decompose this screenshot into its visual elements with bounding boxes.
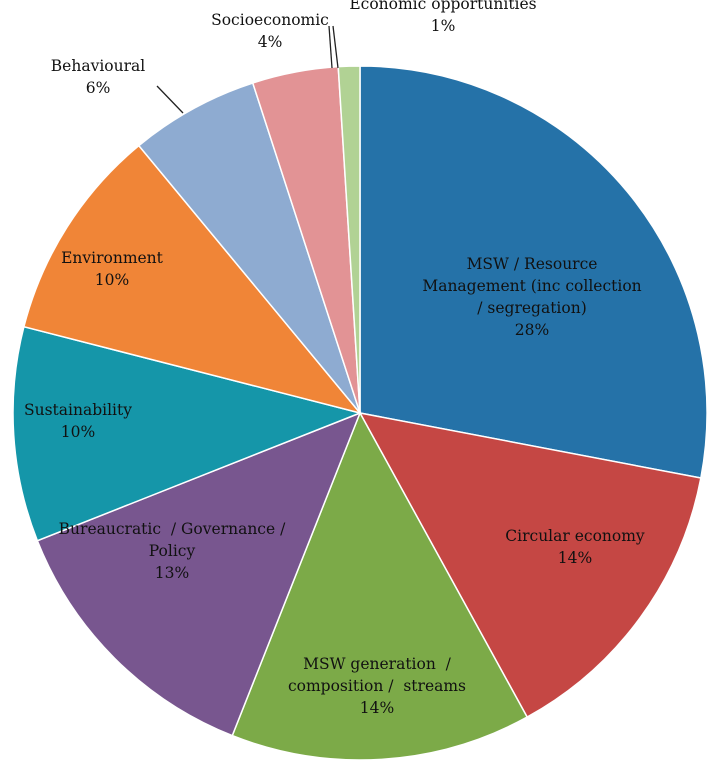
- pie-slice-circular-economy: [358, 411, 702, 719]
- pie-slice-sustainability: [12, 325, 363, 542]
- leader-line-economic-opportunities: [332, 25, 339, 69]
- pie-category-label: Sustainability: [24, 401, 132, 419]
- pie-category-label: composition / streams: [288, 677, 466, 695]
- pie-percent-label: 4%: [258, 33, 283, 51]
- pie-label-sustainability: Sustainability 10%: [24, 401, 132, 441]
- pie-slice-msw-resource-management-inc-collection-segregation: [359, 65, 708, 479]
- pie-category-label: MSW generation /: [303, 655, 452, 673]
- pie-slice-behavioural: [137, 82, 361, 414]
- pie-category-label: Socioeconomic: [211, 11, 329, 29]
- pie-percent-label: 10%: [61, 423, 95, 441]
- pie-label-socioeconomic: Socioeconomic 4%: [211, 11, 329, 51]
- pie-category-label: Policy: [149, 542, 196, 560]
- pie-category-label: MSW / Resource: [467, 255, 598, 273]
- pie-label-bureaucratic-governance-policy: Bureaucratic / Governance / Policy 13%: [59, 520, 286, 582]
- pie-slice-bureaucratic-governance-policy: [36, 411, 362, 737]
- pie-category-label: Management (inc collection: [422, 277, 641, 295]
- pie-label-circular-economy: Circular economy 14%: [505, 527, 645, 567]
- pie-percent-label: 28%: [515, 321, 549, 339]
- labels-layer: MSW / Resource Management (inc collection…: [24, 0, 645, 717]
- pie-percent-label: 14%: [360, 699, 394, 717]
- pie-percent-label: 13%: [155, 564, 189, 582]
- pie-category-label: Economic opportunities: [349, 0, 536, 13]
- pie-category-label: Circular economy: [505, 527, 645, 545]
- slices-layer: [12, 65, 708, 761]
- pie-category-label: Behavioural: [51, 57, 145, 75]
- pie-slice-msw-generation-composition-streams: [231, 411, 529, 761]
- pie-category-label: / segregation): [477, 299, 587, 317]
- pie-slice-environment: [22, 144, 363, 415]
- pie-label-msw-resource-management-inc-collection-segregation: MSW / Resource Management (inc collection…: [422, 255, 641, 339]
- leader-line-socioeconomic: [328, 25, 333, 69]
- leader-line-behavioural: [156, 85, 184, 114]
- pie-category-label: Environment: [61, 249, 164, 267]
- pie-label-behavioural: Behavioural 6%: [51, 57, 145, 97]
- pie-percent-label: 10%: [95, 271, 129, 289]
- pie-label-msw-generation-composition-streams: MSW generation / composition / streams 14%: [288, 655, 466, 717]
- pie-percent-label: 1%: [431, 17, 456, 35]
- pie-percent-label: 6%: [86, 79, 111, 97]
- pie-label-economic-opportunities: Economic opportunities 1%: [349, 0, 536, 35]
- leader-lines-layer: [156, 25, 339, 114]
- pie-percent-label: 14%: [558, 549, 592, 567]
- pie-category-label: Bureaucratic / Governance /: [59, 520, 286, 538]
- pie-label-environment: Environment 10%: [61, 249, 164, 289]
